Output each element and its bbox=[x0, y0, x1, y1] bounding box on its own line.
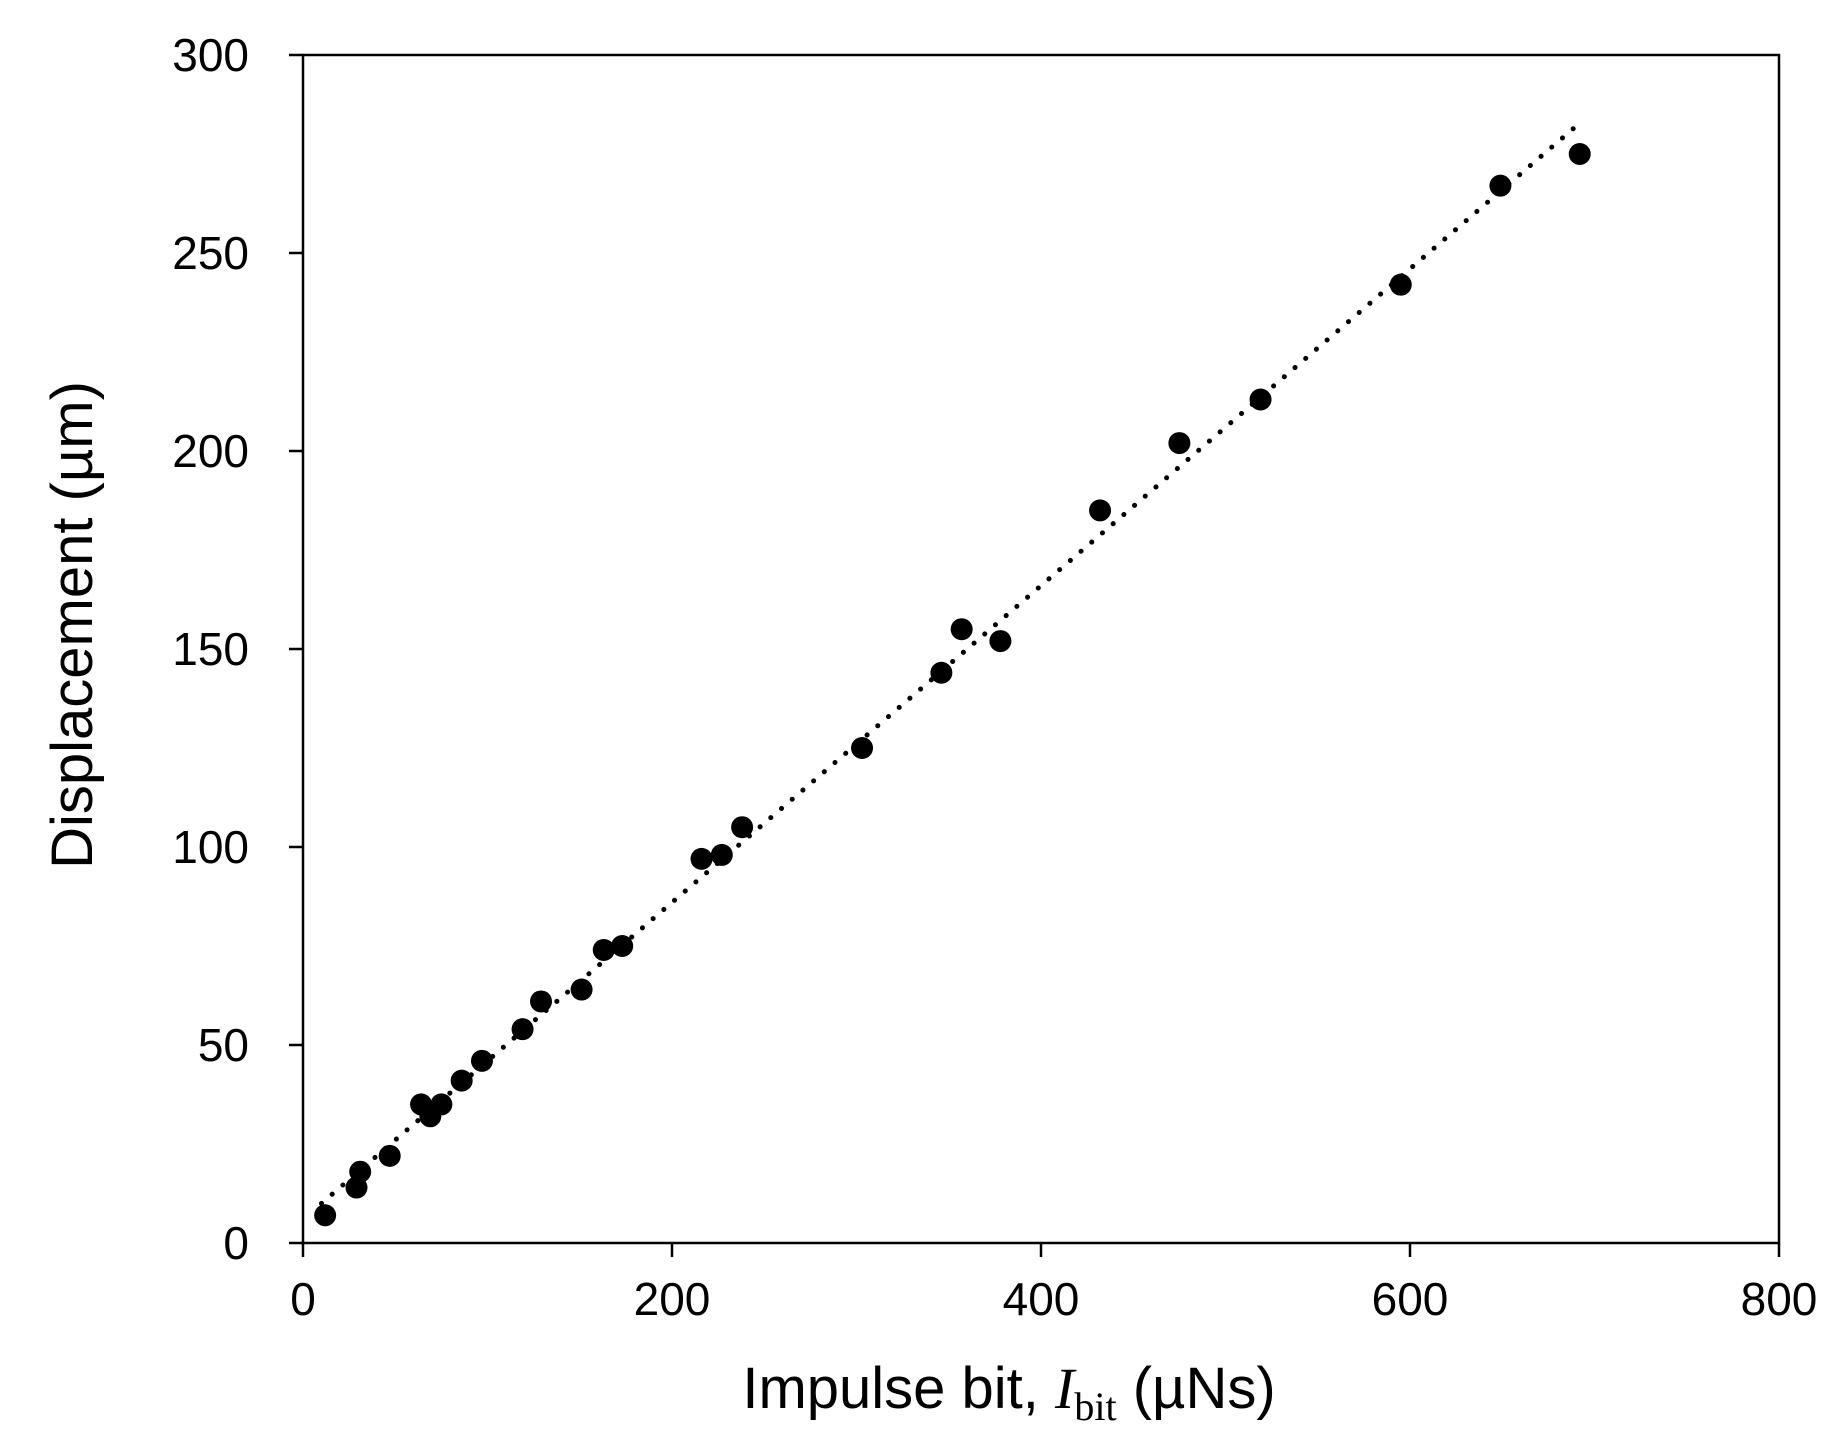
y-tick-label: 150 bbox=[172, 623, 249, 675]
data-point bbox=[430, 1093, 453, 1116]
data-point bbox=[378, 1144, 401, 1167]
data-points bbox=[314, 143, 1591, 1227]
data-point bbox=[1249, 388, 1272, 411]
x-axis-title: Impulse bit, Ibit (µNs) bbox=[742, 1356, 1275, 1429]
data-point bbox=[710, 843, 733, 866]
plot-frame bbox=[301, 53, 1781, 1245]
data-point bbox=[1389, 273, 1412, 296]
x-axis-title-suffix: (µNs) bbox=[1117, 1356, 1276, 1421]
y-tick-label: 200 bbox=[172, 425, 249, 477]
x-tick-label: 600 bbox=[1372, 1273, 1449, 1325]
data-point bbox=[470, 1049, 493, 1072]
y-tick-label: 0 bbox=[223, 1217, 249, 1269]
y-tick-label: 100 bbox=[172, 821, 249, 873]
data-point bbox=[690, 847, 713, 870]
data-point bbox=[349, 1160, 372, 1183]
x-axis-title-subscript: bit bbox=[1074, 1384, 1116, 1429]
x-tick-label: 0 bbox=[290, 1273, 316, 1325]
data-point bbox=[570, 978, 593, 1001]
x-axis-title-prefix: Impulse bit, bbox=[742, 1356, 1055, 1421]
data-point bbox=[530, 990, 553, 1013]
axes bbox=[289, 53, 1781, 1257]
y-tick-label: 50 bbox=[198, 1019, 249, 1071]
x-tick-label: 200 bbox=[634, 1273, 711, 1325]
data-point bbox=[851, 737, 874, 759]
data-point bbox=[989, 630, 1012, 653]
data-point bbox=[731, 816, 754, 839]
data-point bbox=[592, 938, 615, 961]
data-point bbox=[450, 1069, 473, 1092]
data-point bbox=[314, 1204, 337, 1227]
tick-labels: 0 200 400 600 800 0 50 100 150 200 250 300 bbox=[172, 29, 1817, 1325]
x-axis-title-symbol: I bbox=[1054, 1356, 1077, 1421]
data-point bbox=[1489, 174, 1512, 197]
data-point bbox=[1168, 432, 1191, 455]
y-tick-label: 300 bbox=[172, 29, 249, 81]
data-point bbox=[950, 618, 973, 641]
y-axis-title: Displacement (µm) bbox=[40, 381, 105, 869]
data-point bbox=[1089, 499, 1112, 522]
data-point bbox=[930, 661, 953, 684]
data-point bbox=[511, 1018, 534, 1041]
x-tick-label: 400 bbox=[1003, 1273, 1080, 1325]
y-tick-label: 250 bbox=[172, 227, 249, 279]
x-tick-label: 800 bbox=[1741, 1273, 1818, 1325]
data-point bbox=[611, 935, 634, 957]
data-point bbox=[1568, 143, 1591, 165]
